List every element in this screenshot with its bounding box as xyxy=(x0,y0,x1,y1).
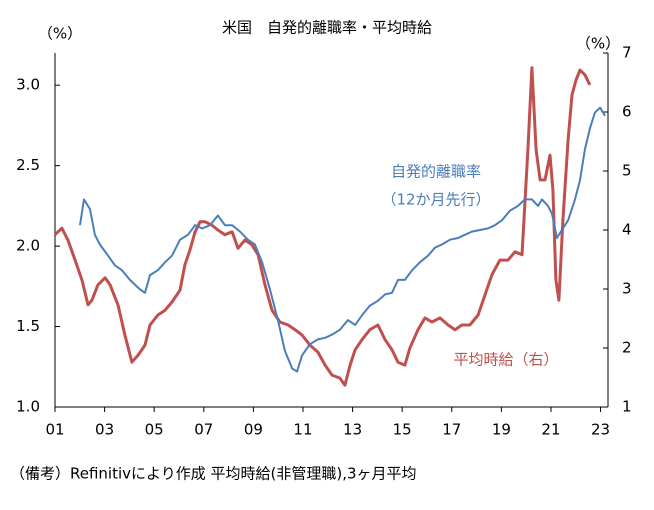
y2-tick-label: 7 xyxy=(622,44,632,62)
y-tick-label: 1.5 xyxy=(16,317,40,335)
x-tick-label: 09 xyxy=(244,421,263,439)
series-line xyxy=(79,106,606,373)
y2-tick-label: 2 xyxy=(622,339,632,357)
series-line xyxy=(53,66,592,387)
series-label: 自発的離職率 xyxy=(391,163,481,181)
y2-tick-label: 4 xyxy=(622,221,632,239)
y-tick-label: 2.5 xyxy=(16,156,40,174)
y2-axis-unit: （%） xyxy=(576,35,620,53)
x-tick-label: 05 xyxy=(145,421,164,439)
y2-tick-label: 3 xyxy=(622,280,632,298)
series-label: 平均時給（右） xyxy=(453,351,558,369)
annotation: （12か月先行） xyxy=(381,191,490,209)
x-tick-label: 17 xyxy=(442,421,461,439)
chart-title: 米国 自発的離職率・平均時給 xyxy=(222,19,432,37)
x-tick-label: 21 xyxy=(541,421,560,439)
x-tick-label: 01 xyxy=(45,421,64,439)
y-tick-label: 3.0 xyxy=(16,76,40,94)
x-tick-label: 19 xyxy=(492,421,511,439)
y2-tick-label: 1 xyxy=(622,398,632,416)
x-tick-label: 11 xyxy=(293,421,312,439)
y2-tick-label: 6 xyxy=(622,103,632,121)
y2-tick-label: 5 xyxy=(622,162,632,180)
x-tick-label: 07 xyxy=(194,421,213,439)
y-tick-label: 1.0 xyxy=(16,398,40,416)
x-tick-label: 15 xyxy=(393,421,412,439)
footnote: （備考）Refinitivにより作成 平均時給(非管理職),3ヶ月平均 xyxy=(10,465,417,483)
y-tick-label: 2.0 xyxy=(16,237,40,255)
x-tick-label: 13 xyxy=(343,421,362,439)
x-tick-label: 23 xyxy=(591,421,610,439)
x-tick-label: 03 xyxy=(95,421,114,439)
y-axis-unit: （%） xyxy=(38,25,82,43)
